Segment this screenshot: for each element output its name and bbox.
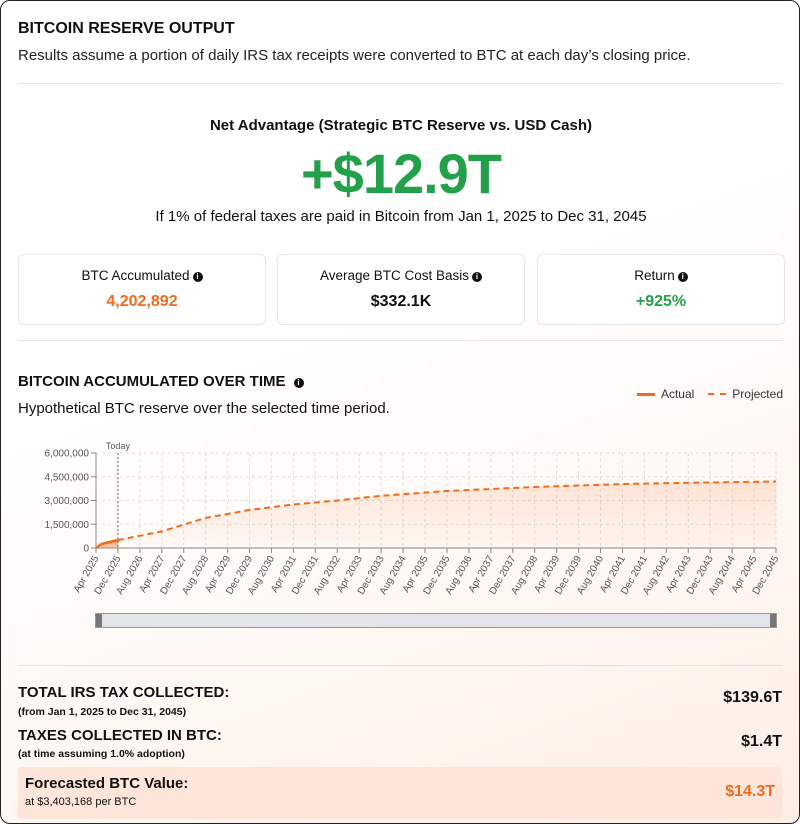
card-value: $332.1K	[370, 293, 432, 310]
line-projected	[117, 480, 777, 542]
btc-taxes-label: TAXES COLLECTED IN BTC:	[18, 727, 222, 744]
range-handle-left[interactable]	[96, 614, 102, 627]
card-label: BTC Accumulated	[81, 268, 190, 283]
panel-title: BITCOIN RESERVE OUTPUT	[18, 20, 235, 37]
divider	[18, 340, 782, 341]
y-tick-label: 6,000,000	[45, 449, 90, 460]
legend-projected-swatch	[708, 393, 727, 395]
forecast-value: $14.3T	[725, 783, 775, 800]
card-average-cost-basis: Average BTC Cost Basis i $332.1K	[277, 254, 525, 325]
card-btc-accumulated: BTC Accumulated i 4,202,892	[18, 254, 266, 325]
legend-actual-swatch	[636, 392, 655, 396]
info-icon[interactable]: i	[677, 272, 688, 282]
net-advantage-value: +$12.9T	[300, 142, 502, 205]
legend-actual: Actual	[660, 387, 695, 401]
divider	[18, 83, 782, 84]
forecast-box: Forecasted BTC Value: at $3,403,168 per …	[18, 767, 782, 819]
legend-projected: Projected	[732, 387, 783, 401]
total-tax-sub: (from Jan 1, 2025 to Dec 31, 2045)	[18, 706, 187, 718]
chart-legend: Actual Projected	[636, 387, 783, 401]
area-projected	[117, 481, 776, 548]
y-tick-label: 1,500,000	[45, 520, 90, 531]
card-value: 4,202,892	[106, 293, 178, 310]
chart-section-subtitle: Hypothetical BTC reserve over the select…	[18, 400, 390, 417]
y-tick-label: 0	[83, 544, 89, 555]
net-advantage-label: Net Advantage (Strategic BTC Reserve vs.…	[209, 117, 593, 134]
card-label: Return	[634, 268, 675, 283]
chart-section-title: BITCOIN ACCUMULATED OVER TIME i	[18, 373, 304, 390]
card-label: Average BTC Cost Basis	[319, 268, 470, 283]
info-icon[interactable]: i	[472, 272, 483, 282]
info-icon[interactable]: i	[192, 272, 203, 282]
y-tick-label: 3,000,000	[45, 496, 90, 507]
chart-range-slider[interactable]	[95, 613, 777, 628]
panel-subtitle: Results assume a portion of daily IRS ta…	[18, 47, 691, 64]
net-advantage-description: If 1% of federal taxes are paid in Bitco…	[155, 208, 647, 225]
forecast-label: Forecasted BTC Value:	[25, 775, 189, 792]
info-icon[interactable]: i	[293, 378, 304, 388]
forecast-sub: at $3,403,168 per BTC	[25, 796, 137, 808]
btc-taxes-sub: (at time assuming 1.0% adoption)	[18, 748, 185, 760]
y-tick-label: 4,500,000	[45, 472, 90, 483]
card-return: Return i +925%	[537, 254, 785, 325]
total-tax-value: $139.6T	[723, 689, 782, 706]
today-label: Today	[106, 441, 131, 451]
card-value: +925%	[635, 293, 687, 310]
btc-taxes-value: $1.4T	[741, 733, 782, 750]
line-actual	[95, 538, 119, 550]
divider	[18, 665, 782, 666]
range-handle-right[interactable]	[770, 614, 776, 627]
total-tax-label: TOTAL IRS TAX COLLECTED:	[18, 684, 230, 701]
